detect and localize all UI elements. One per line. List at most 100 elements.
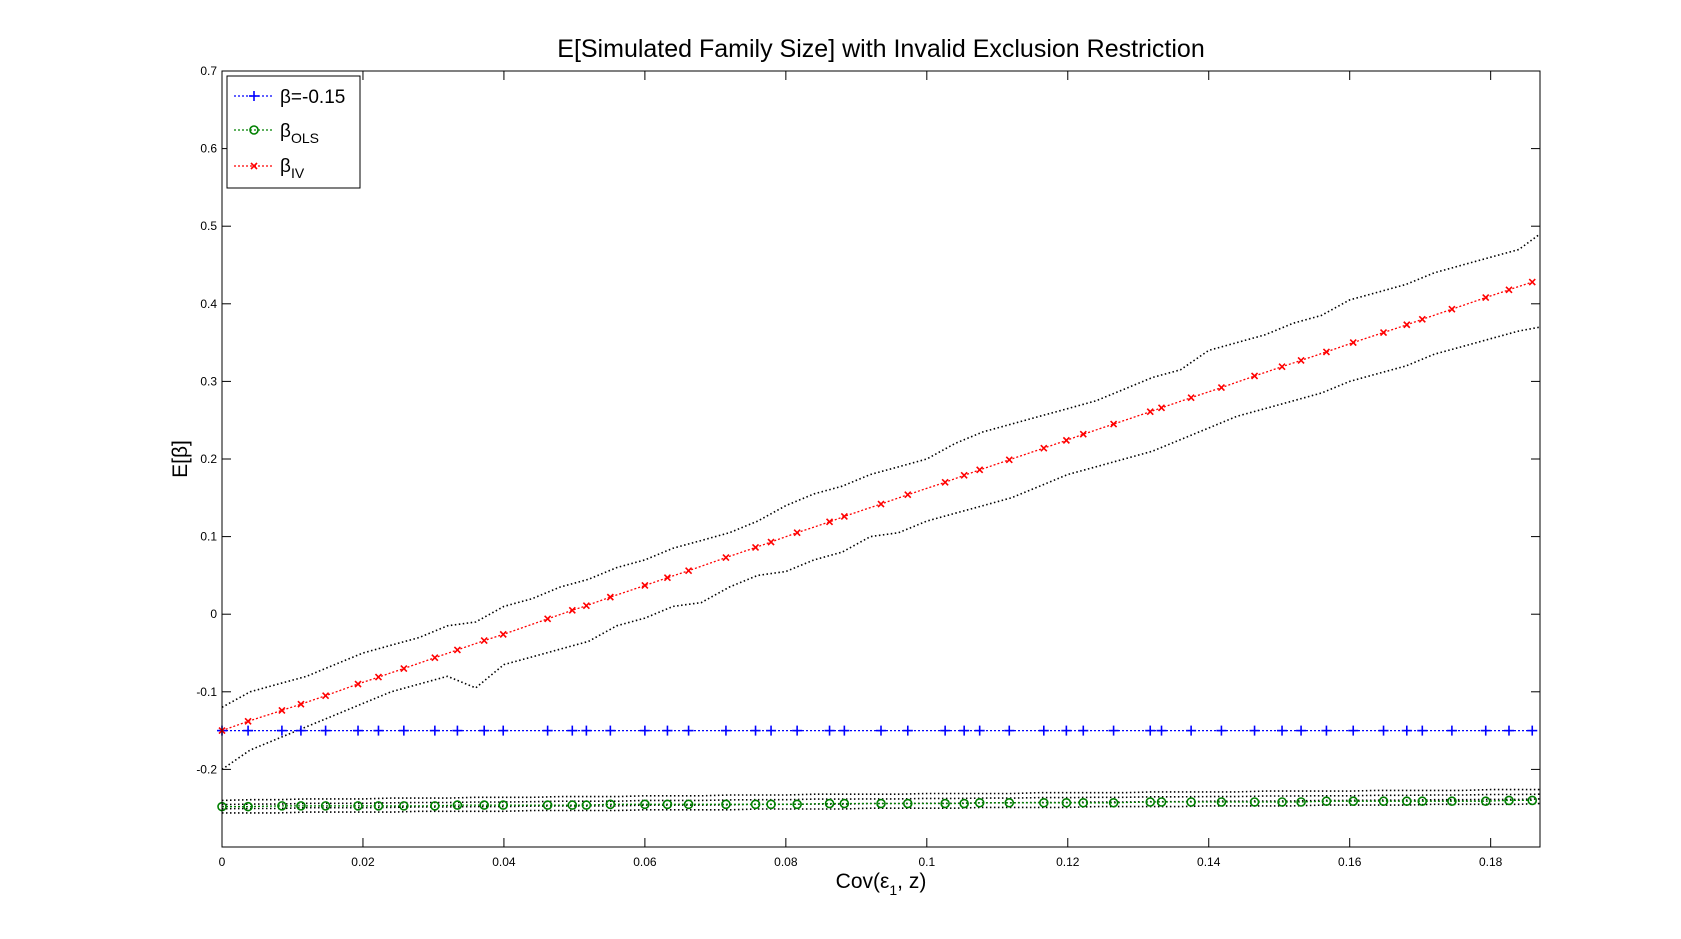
data-point-beta-ols — [1378, 796, 1389, 807]
data-point-beta-true — [1296, 725, 1307, 736]
data-point-beta-iv — [1040, 444, 1048, 452]
data-point-beta-iv — [374, 673, 383, 681]
data-point-beta-true — [1378, 725, 1389, 736]
data-point-beta-true — [398, 725, 409, 736]
legend: β=-0.15 βOLS βIV — [226, 75, 361, 189]
data-point-beta-true — [1446, 725, 1457, 736]
data-point-beta-ols — [320, 801, 331, 811]
data-point-beta-iv — [767, 538, 775, 546]
data-point-beta-true — [1216, 725, 1227, 736]
data-point-beta-iv — [400, 664, 408, 673]
data-point-beta-true — [662, 725, 673, 736]
data-point-beta-iv — [941, 478, 949, 486]
data-point-beta-true — [1108, 725, 1119, 736]
data-point-beta-iv — [1146, 408, 1154, 416]
data-point-beta-true — [974, 725, 985, 736]
data-point-beta-ols — [296, 801, 306, 811]
data-point-beta-ols — [1039, 797, 1049, 808]
data-point-beta-iv — [354, 680, 362, 688]
data-point-beta-true — [1527, 725, 1538, 736]
legend-entry-beta-true: β=-0.15 — [234, 87, 345, 108]
data-point-beta-true — [1078, 725, 1089, 736]
x-axis-label-tail: , z) — [897, 870, 926, 893]
series-line-beta-ols — [222, 799, 1533, 808]
legend-entry-beta-ols: βOLS — [234, 121, 319, 146]
data-point-beta-ols — [277, 801, 287, 811]
x-tick-label: 0.18 — [1479, 855, 1503, 869]
data-point-beta-iv — [1403, 321, 1411, 329]
data-point-beta-iv — [1505, 286, 1513, 294]
data-point-beta-iv — [1278, 363, 1286, 371]
data-point-beta-true — [1156, 725, 1167, 736]
legend-marker-plus — [249, 91, 259, 101]
data-point-beta-iv — [322, 692, 330, 700]
data-point-beta-true — [276, 725, 287, 736]
data-point-beta-iv — [1528, 278, 1536, 286]
ols-band-line — [221, 793, 1541, 806]
data-point-beta-true — [639, 725, 650, 736]
data-point-beta-iv — [278, 706, 286, 714]
x-tick-label: 0.06 — [633, 855, 657, 869]
data-point-beta-iv — [1250, 372, 1259, 380]
data-point-beta-iv — [606, 593, 614, 601]
data-point-beta-true — [1186, 725, 1197, 736]
legend-entry-beta-iv: βIV — [234, 156, 305, 181]
data-point-beta-iv — [1079, 430, 1087, 438]
x-axis-label-sub: 1 — [889, 882, 897, 898]
data-point-beta-ols — [1186, 797, 1196, 807]
data-point-beta-true — [1249, 725, 1260, 736]
data-point-beta-ols — [902, 798, 913, 809]
data-point-beta-ols — [498, 800, 509, 810]
data-point-beta-iv — [825, 518, 834, 526]
data-point-beta-true — [959, 725, 970, 736]
legend-marker-circle — [249, 125, 259, 135]
ols-band-line — [221, 798, 1541, 810]
data-point-beta-ols — [1108, 797, 1119, 808]
y-tick-label: 0.4 — [200, 297, 217, 311]
data-point-beta-true — [581, 725, 592, 736]
data-point-beta-iv — [793, 529, 801, 537]
data-point-beta-ols — [750, 799, 761, 810]
ols-band-line — [221, 788, 1540, 802]
x-tick-label: 0.02 — [351, 855, 375, 869]
data-point-beta-iv — [1187, 394, 1195, 402]
data-point-beta-ols — [452, 800, 463, 810]
data-point-beta-true — [902, 725, 913, 736]
data-point-beta-ols — [1447, 796, 1457, 807]
data-point-beta-ols — [479, 800, 489, 810]
data-point-beta-iv — [976, 466, 984, 474]
data-point-beta-true — [1503, 725, 1514, 736]
y-tick-label: 0.5 — [200, 219, 217, 233]
data-point-beta-ols — [1504, 795, 1514, 806]
data-point-beta-iv — [877, 500, 885, 508]
data-point-beta-true — [542, 725, 553, 736]
data-point-beta-iv — [1217, 384, 1225, 392]
data-point-beta-ols — [876, 798, 886, 809]
data-point-beta-iv — [663, 574, 672, 582]
data-point-beta-iv — [544, 615, 552, 623]
data-point-beta-ols — [662, 799, 673, 810]
legend-label-beta-iv-sub: IV — [291, 165, 305, 181]
data-point-beta-ols — [542, 800, 553, 810]
data-point-beta-iv — [431, 654, 439, 662]
data-point-beta-true — [243, 725, 254, 736]
y-tick-label: 0.6 — [200, 142, 217, 156]
series-markers — [217, 278, 1538, 812]
data-point-beta-iv — [297, 700, 305, 708]
x-tick-label: 0.04 — [492, 855, 516, 869]
data-point-beta-iv — [1418, 315, 1426, 323]
data-point-beta-true — [479, 725, 490, 736]
data-point-beta-true — [720, 725, 731, 736]
data-point-beta-iv — [1379, 328, 1388, 337]
data-point-beta-iv — [904, 491, 912, 499]
data-point-beta-true — [353, 725, 364, 736]
data-point-beta-true — [567, 725, 578, 736]
x-tick-label: 0.14 — [1197, 855, 1221, 869]
y-tick-label: 0.7 — [200, 64, 217, 78]
data-point-beta-iv — [722, 553, 730, 562]
iv-lower-band — [221, 326, 1541, 771]
data-point-beta-ols — [1061, 797, 1072, 808]
data-point-beta-true — [429, 725, 440, 736]
data-point-beta-true — [792, 725, 803, 736]
